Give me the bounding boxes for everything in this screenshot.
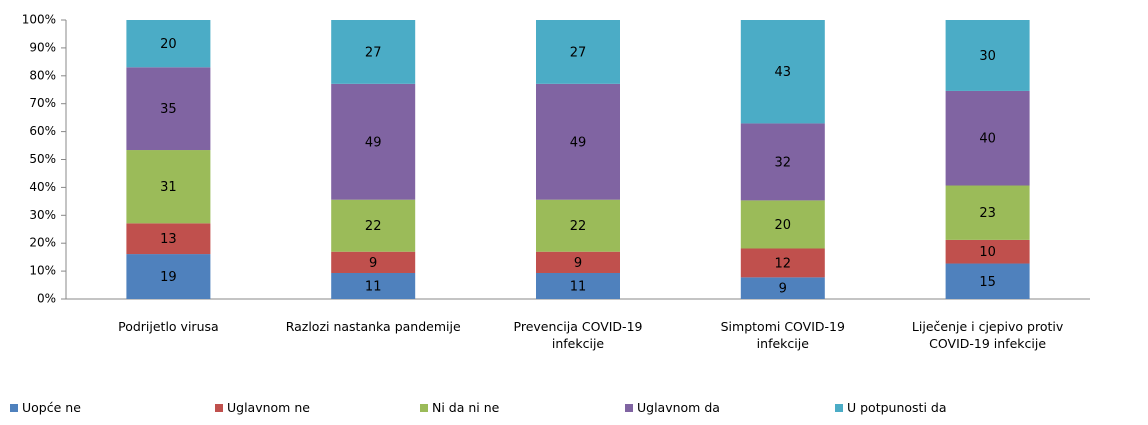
data-label: 35	[160, 102, 177, 117]
x-tick-label: Simptomi COVID-19 infekcije	[720, 319, 845, 351]
bar-segment	[126, 254, 211, 299]
y-tick-label: 60%	[29, 124, 56, 138]
x-tick-label: Liječenje i cjepivo protiv COVID-19 infe…	[911, 319, 1064, 351]
legend-label: U potpunosti da	[847, 400, 947, 415]
bar-segment	[536, 83, 620, 200]
bar-segment	[740, 248, 825, 278]
y-tick-label: 80%	[29, 68, 56, 82]
bar-segment	[536, 20, 620, 84]
legend-swatch	[625, 404, 633, 412]
bar-segment	[536, 199, 620, 252]
data-label: 40	[979, 132, 996, 147]
data-label: 43	[775, 65, 792, 80]
data-label: 22	[365, 219, 382, 234]
data-label: 10	[979, 245, 996, 260]
data-label: 27	[570, 45, 587, 60]
legend-label: Uopće ne	[22, 400, 81, 415]
data-label: 27	[365, 45, 382, 60]
bar-segment	[945, 239, 1030, 264]
bar-segment	[536, 272, 620, 299]
bar-segment	[945, 185, 1030, 240]
data-label: 20	[160, 37, 177, 52]
y-tick-label: 10%	[29, 264, 56, 278]
data-label: 19	[160, 270, 177, 285]
bar-segment	[331, 20, 416, 84]
legend-item: Uglavnom da	[625, 400, 720, 415]
bar-segment	[126, 20, 211, 68]
bar-segment	[331, 199, 416, 252]
bar-segment	[126, 67, 211, 151]
y-tick-label: 50%	[29, 152, 56, 166]
data-label: 23	[979, 206, 996, 221]
data-label: 32	[775, 155, 792, 170]
bar-segment	[945, 20, 1030, 91]
data-label: 22	[570, 219, 587, 234]
legend-item: Ni da ni ne	[420, 400, 499, 415]
y-tick-label: 30%	[29, 208, 56, 222]
data-label: 20	[775, 218, 792, 233]
data-label: 15	[979, 275, 996, 290]
y-tick-label: 100%	[22, 13, 56, 27]
x-tick-label: Podrijetlo virusa	[118, 319, 219, 334]
legend-swatch	[215, 404, 223, 412]
data-label: 13	[160, 232, 177, 247]
data-label: 9	[779, 282, 787, 297]
data-label: 49	[570, 135, 587, 150]
bar-segment	[331, 272, 416, 299]
data-label: 30	[979, 49, 996, 64]
y-tick-label: 20%	[29, 236, 56, 250]
y-tick-label: 40%	[29, 180, 56, 194]
bar-segment	[740, 20, 825, 124]
legend-swatch	[10, 404, 18, 412]
legend-swatch	[835, 404, 843, 412]
bar-segment	[945, 90, 1030, 186]
legend-swatch	[420, 404, 428, 412]
data-label: 11	[365, 279, 382, 294]
data-label: 9	[574, 256, 582, 271]
bar-segment	[536, 251, 620, 273]
x-tick-label: Prevencija COVID-19 infekcije	[513, 319, 643, 351]
data-label: 9	[369, 256, 377, 271]
data-label: 12	[775, 256, 792, 271]
y-tick-label: 70%	[29, 96, 56, 110]
data-label: 31	[160, 180, 177, 195]
legend-label: Uglavnom da	[637, 400, 720, 415]
legend-item: U potpunosti da	[835, 400, 947, 415]
bar-segment	[740, 277, 825, 299]
bar-segment	[740, 123, 825, 201]
x-tick-label: Razlozi nastanka pandemije	[285, 319, 461, 334]
bar-segment	[740, 200, 825, 249]
bar-segment	[945, 263, 1030, 299]
y-tick-label: 90%	[29, 40, 56, 54]
legend-item: Uglavnom ne	[215, 400, 310, 415]
legend-label: Ni da ni ne	[432, 400, 500, 415]
bar-segment	[126, 150, 211, 224]
data-label: 11	[570, 279, 587, 294]
y-tick-label: 0%	[37, 292, 56, 306]
bar-segment	[126, 223, 211, 255]
legend-item: Uopće ne	[10, 400, 81, 415]
legend-label: Uglavnom ne	[227, 400, 310, 415]
bar-segment	[331, 83, 416, 200]
bar-segment	[331, 251, 416, 273]
data-label: 49	[365, 135, 382, 150]
